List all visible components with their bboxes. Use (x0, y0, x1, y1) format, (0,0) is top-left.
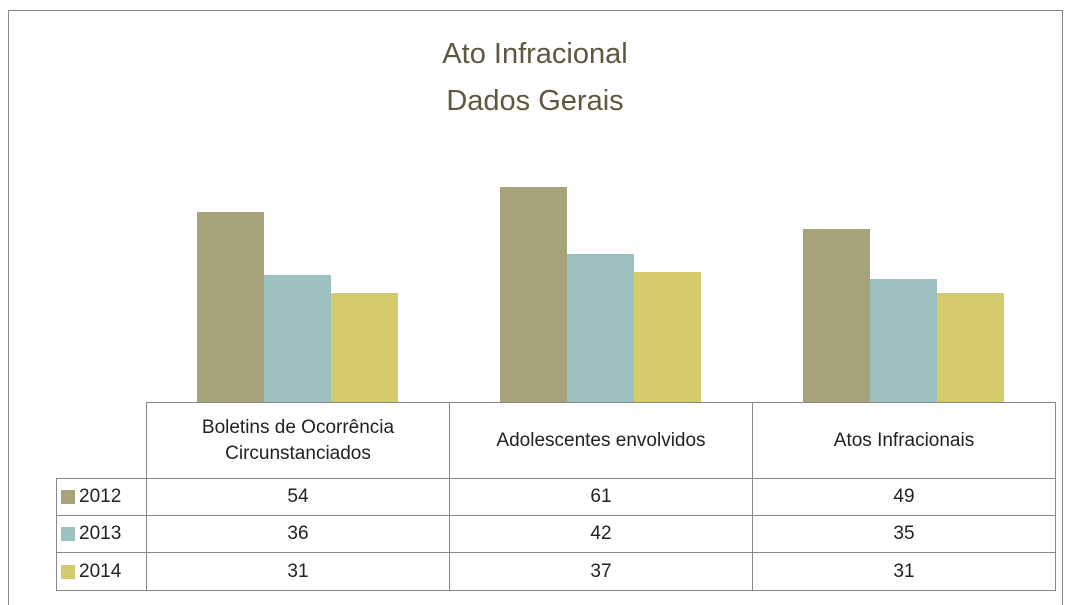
bar (567, 253, 634, 402)
bar (937, 292, 1004, 402)
table-value: 54 (146, 478, 450, 516)
table-value: 37 (449, 552, 753, 591)
legend-entry: 2013 (56, 515, 147, 553)
legend-swatch (61, 527, 75, 541)
bar (500, 187, 567, 402)
table-value: 36 (146, 515, 450, 553)
legend-swatch (61, 564, 75, 579)
bar (870, 278, 937, 402)
bar (331, 292, 398, 402)
legend-entry: 2014 (56, 552, 147, 591)
bar (264, 275, 331, 402)
table-value: 49 (752, 478, 1056, 516)
legend-swatch (61, 490, 75, 504)
chart-title: Ato Infracional (442, 38, 628, 70)
table-value: 31 (752, 552, 1056, 591)
category-header: Boletins de Ocorrência Circunstanciados (146, 402, 450, 479)
bar (634, 271, 701, 402)
legend-label: 2014 (79, 560, 122, 582)
legend-label: 2012 (79, 486, 122, 508)
legend-entry: 2012 (56, 478, 147, 516)
table-value: 61 (449, 478, 753, 516)
category-header: Adolescentes envolvidos (449, 402, 753, 479)
chart-subtitle: Dados Gerais (446, 85, 624, 117)
table-value: 35 (752, 515, 1056, 553)
table-value: 31 (146, 552, 450, 591)
bar (803, 229, 870, 402)
chart-frame (8, 10, 1063, 605)
table-value: 42 (449, 515, 753, 553)
legend-label: 2013 (79, 523, 122, 545)
category-header: Atos Infracionais (752, 402, 1056, 479)
bar (197, 211, 264, 402)
